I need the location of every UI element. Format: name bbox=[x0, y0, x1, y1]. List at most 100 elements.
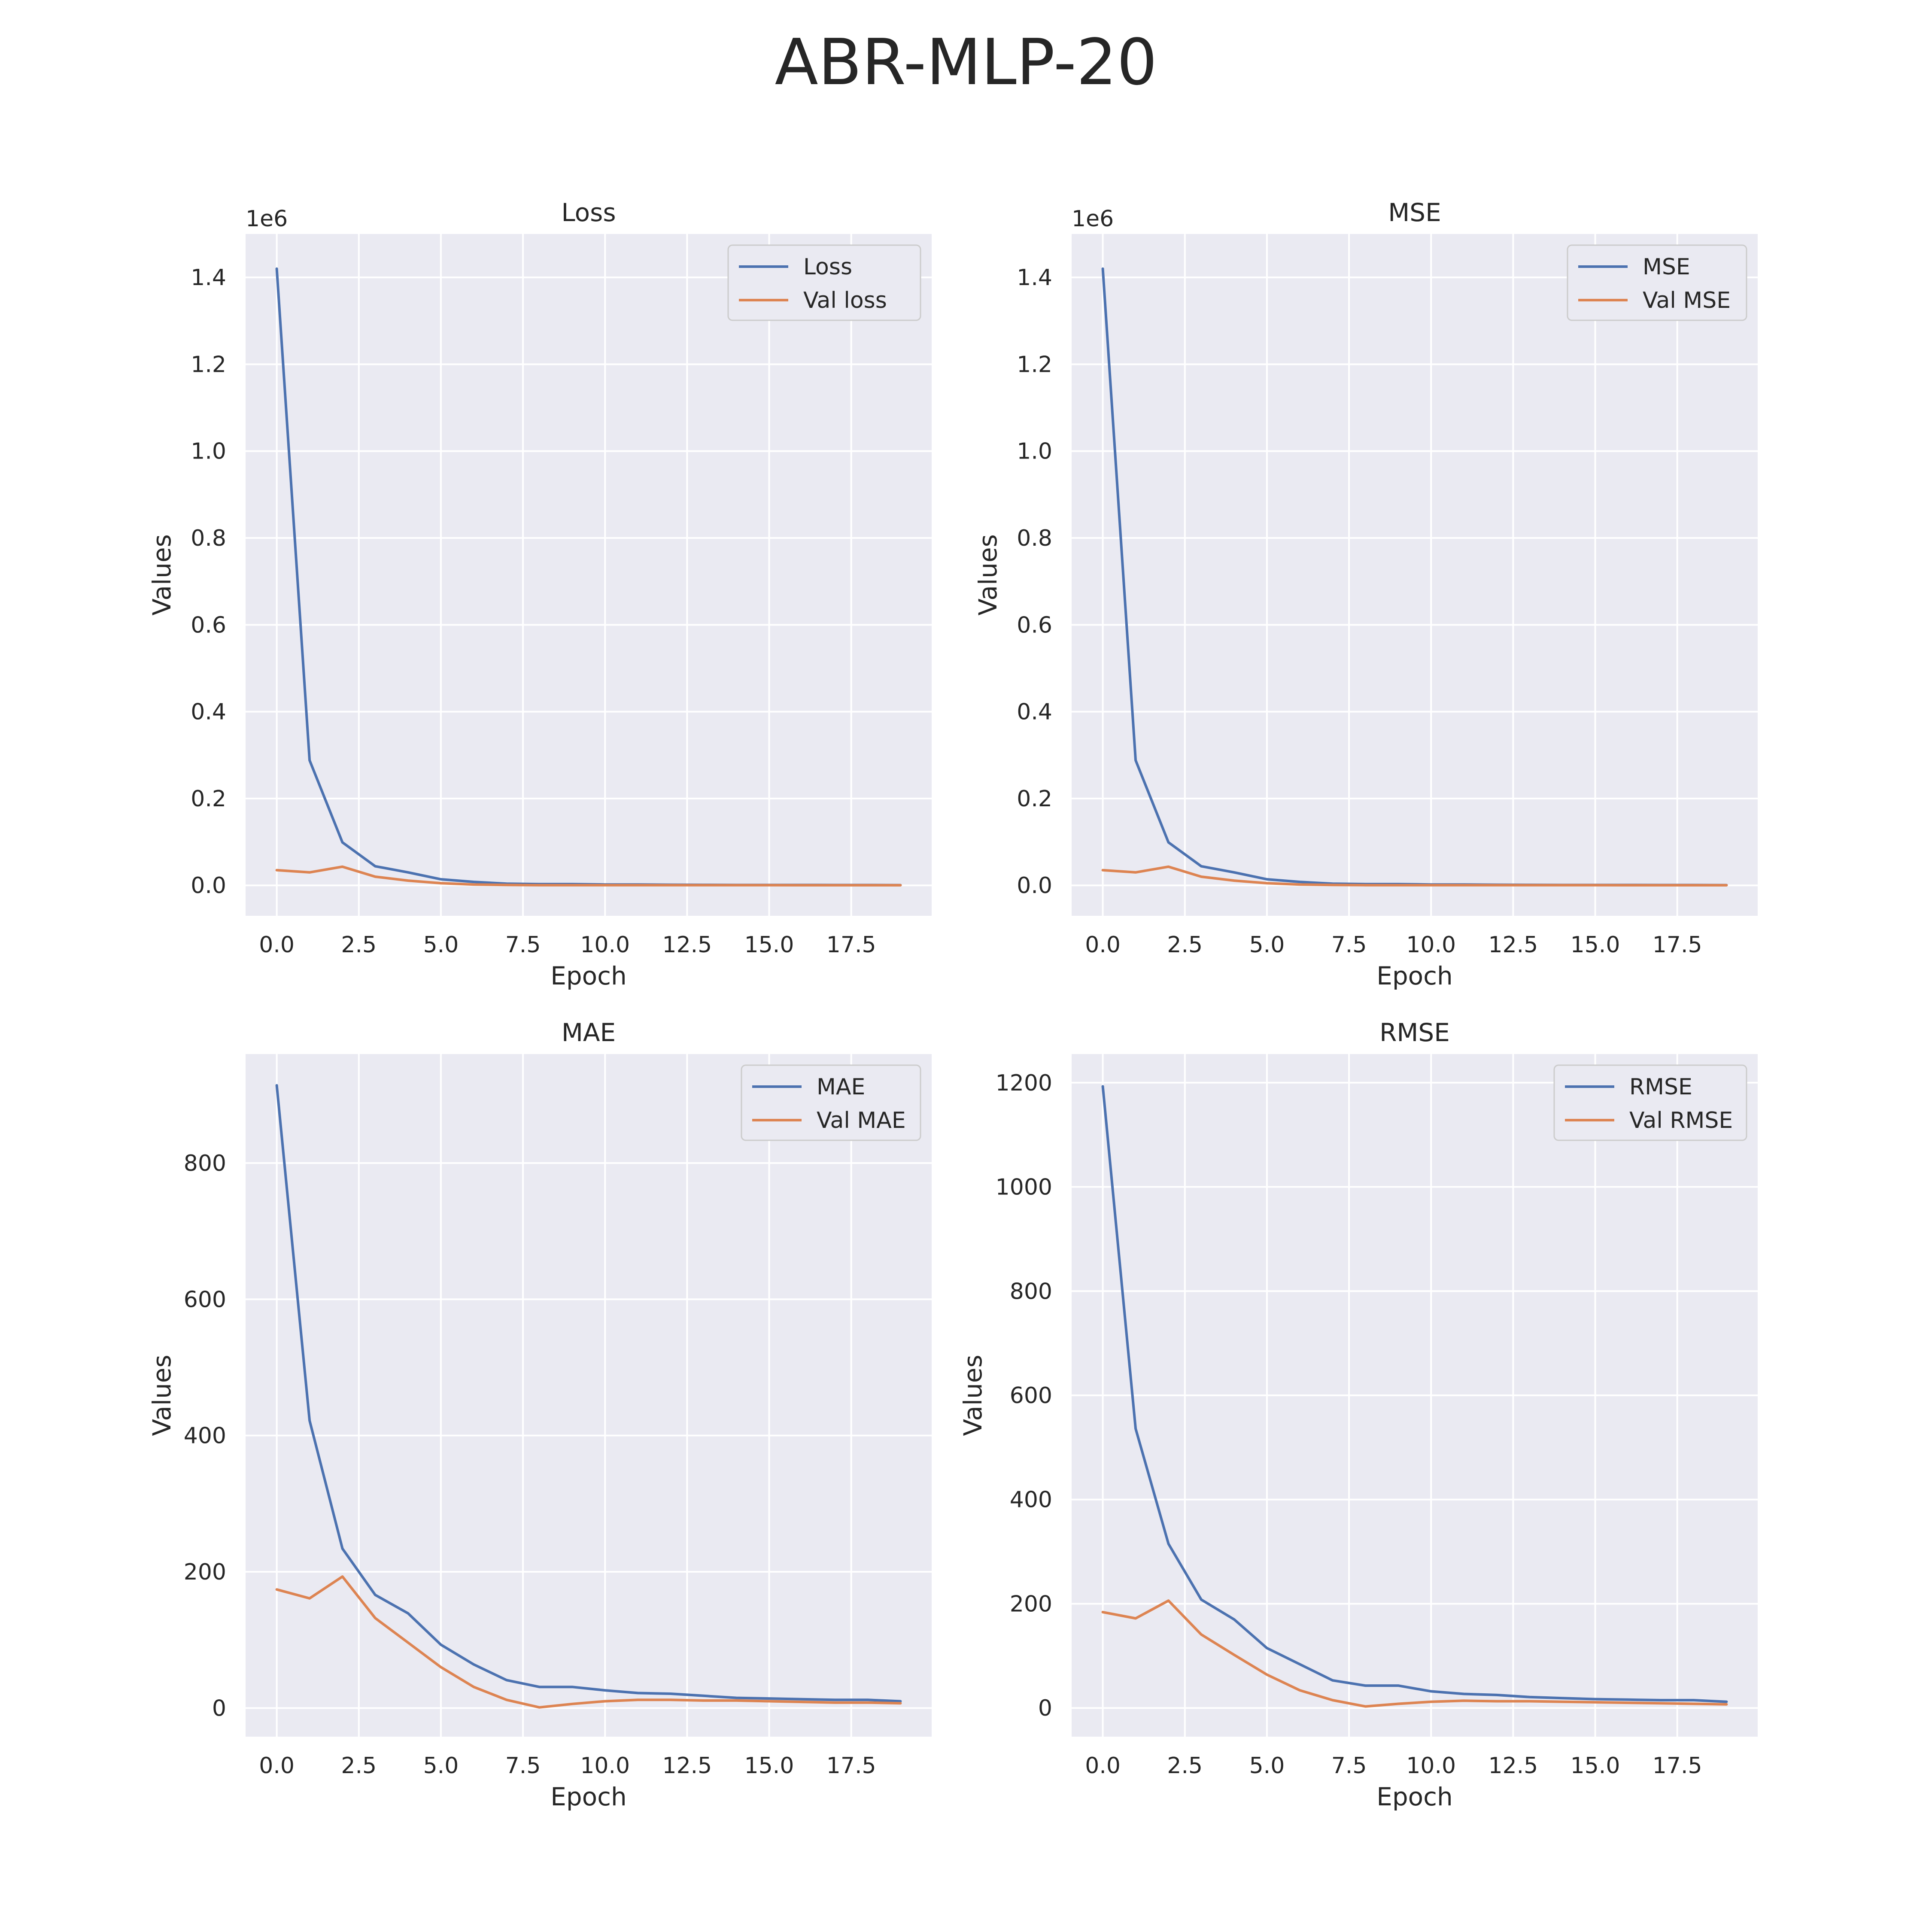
x-tick-label: 0.0 bbox=[259, 1753, 295, 1779]
y-tick-label: 0.6 bbox=[1017, 612, 1052, 638]
y-tick-label: 1.4 bbox=[1017, 265, 1052, 291]
y-tick-label: 0 bbox=[212, 1695, 226, 1721]
y-tick-label: 1.2 bbox=[191, 352, 226, 377]
x-tick-label: 2.5 bbox=[341, 932, 377, 958]
x-tick-label: 0.0 bbox=[1085, 1753, 1121, 1779]
plot-area bbox=[1072, 234, 1758, 916]
chart-panel-mse: 0.0 2.5 5.0 7.5 10.0 12.5 15.0 17.5 0.0 0.2 0.4 0.6… bbox=[973, 198, 1758, 990]
y-tick-label: 0.8 bbox=[1017, 526, 1052, 551]
x-tick-label: 5.0 bbox=[423, 1753, 459, 1779]
series-line-val-mae bbox=[275, 1575, 902, 1709]
axis-offset-label: 1e6 bbox=[246, 206, 288, 232]
series-line-mae bbox=[275, 1084, 902, 1703]
x-axis-label: Epoch bbox=[1376, 1782, 1453, 1811]
plot-area bbox=[246, 1054, 932, 1737]
series-line-val-mse bbox=[1101, 865, 1728, 887]
x-tick-label: 12.5 bbox=[1488, 932, 1538, 958]
x-tick-label: 5.0 bbox=[423, 932, 459, 958]
x-tick-label: 12.5 bbox=[662, 932, 712, 958]
y-axis-label: Values bbox=[973, 534, 1002, 616]
y-tick-label: 800 bbox=[1010, 1279, 1052, 1304]
legend: MAE Val MAE bbox=[741, 1064, 921, 1141]
x-tick-label: 2.5 bbox=[341, 1753, 377, 1779]
y-tick-label: 0 bbox=[1038, 1695, 1052, 1721]
legend-box bbox=[727, 244, 921, 321]
y-tick-label: 1.2 bbox=[1017, 352, 1052, 377]
legend-label: RMSE bbox=[1629, 1074, 1692, 1100]
plot-area bbox=[246, 234, 932, 916]
x-axis-label: Epoch bbox=[1376, 961, 1453, 990]
x-tick-label: 17.5 bbox=[826, 932, 876, 958]
legend-label: Val MSE bbox=[1643, 288, 1731, 313]
y-tick-label: 1200 bbox=[996, 1070, 1052, 1096]
y-tick-label: 0.8 bbox=[191, 526, 226, 551]
y-tick-label: 0.4 bbox=[1017, 699, 1052, 725]
x-tick-label: 15.0 bbox=[744, 932, 794, 958]
x-tick-label: 17.5 bbox=[1653, 932, 1702, 958]
legend-box bbox=[1553, 1064, 1747, 1141]
y-tick-label: 0.2 bbox=[1017, 786, 1052, 812]
x-tick-label: 17.5 bbox=[826, 1753, 876, 1779]
x-tick-label: 7.5 bbox=[1331, 1753, 1367, 1779]
legend: MSE Val MSE bbox=[1567, 244, 1747, 321]
y-tick-label: 0.0 bbox=[1017, 873, 1052, 899]
chart-title: MAE bbox=[562, 1018, 616, 1047]
x-tick-label: 7.5 bbox=[505, 1753, 541, 1779]
y-tick-label: 1000 bbox=[996, 1175, 1052, 1200]
y-tick-label: 1.0 bbox=[1017, 439, 1052, 465]
legend-label: Val loss bbox=[803, 288, 887, 313]
y-tick-label: 600 bbox=[1010, 1383, 1052, 1409]
y-tick-label: 1.4 bbox=[191, 265, 226, 291]
y-tick-label: 800 bbox=[184, 1151, 226, 1176]
x-tick-label: 15.0 bbox=[1571, 932, 1620, 958]
series-line-rmse bbox=[1101, 1085, 1728, 1703]
legend-label: MAE bbox=[817, 1074, 865, 1100]
legend-label: Val MAE bbox=[817, 1108, 906, 1133]
x-axis-label: Epoch bbox=[550, 1782, 627, 1811]
chart-panel-loss: 0.0 2.5 5.0 7.5 10.0 12.5 15.0 17.5 0.0 0.2 0.4 0.6… bbox=[147, 198, 932, 990]
x-tick-label: 10.0 bbox=[580, 1753, 630, 1779]
y-tick-label: 0.6 bbox=[191, 612, 226, 638]
legend-box bbox=[741, 1064, 921, 1141]
x-tick-label: 10.0 bbox=[1406, 932, 1456, 958]
x-tick-label: 12.5 bbox=[1488, 1753, 1538, 1779]
x-tick-label: 2.5 bbox=[1167, 932, 1203, 958]
x-tick-label: 5.0 bbox=[1249, 932, 1285, 958]
legend: RMSE Val RMSE bbox=[1553, 1064, 1747, 1141]
series-line-val-loss bbox=[275, 865, 902, 887]
legend: Loss Val loss bbox=[727, 244, 921, 321]
y-tick-label: 200 bbox=[184, 1559, 226, 1585]
y-tick-label: 0.2 bbox=[191, 786, 226, 812]
x-tick-label: 10.0 bbox=[580, 932, 630, 958]
x-tick-label: 12.5 bbox=[662, 1753, 712, 1779]
x-tick-label: 15.0 bbox=[744, 1753, 794, 1779]
y-tick-label: 400 bbox=[1010, 1487, 1052, 1513]
y-tick-label: 400 bbox=[184, 1423, 226, 1449]
x-tick-label: 7.5 bbox=[1331, 932, 1367, 958]
y-axis-label: Values bbox=[147, 534, 176, 616]
y-tick-label: 200 bbox=[1010, 1591, 1052, 1617]
y-axis-label: Values bbox=[958, 1355, 987, 1436]
axis-offset-label: 1e6 bbox=[1072, 206, 1114, 232]
legend-label: Loss bbox=[803, 254, 852, 280]
x-tick-label: 17.5 bbox=[1653, 1753, 1702, 1779]
y-tick-label: 0.0 bbox=[191, 873, 226, 899]
x-tick-label: 5.0 bbox=[1249, 1753, 1285, 1779]
legend-box bbox=[1567, 244, 1747, 321]
series-line-val-rmse bbox=[1101, 1599, 1728, 1708]
chart-panel-rmse: 0.0 2.5 5.0 7.5 10.0 12.5 15.0 17.5 0 200 400 600 80… bbox=[958, 1018, 1758, 1811]
x-tick-label: 2.5 bbox=[1167, 1753, 1203, 1779]
y-tick-label: 600 bbox=[184, 1287, 226, 1312]
x-tick-label: 15.0 bbox=[1571, 1753, 1620, 1779]
chart-title: Loss bbox=[561, 198, 616, 227]
x-tick-label: 0.0 bbox=[1085, 932, 1121, 958]
x-axis-label: Epoch bbox=[550, 961, 627, 990]
chart-title: RMSE bbox=[1379, 1018, 1450, 1047]
y-tick-label: 1.0 bbox=[191, 439, 226, 465]
x-tick-label: 0.0 bbox=[259, 932, 295, 958]
y-axis-label: Values bbox=[147, 1355, 176, 1436]
legend-label: Val RMSE bbox=[1629, 1108, 1733, 1133]
x-tick-label: 10.0 bbox=[1406, 1753, 1456, 1779]
chart-panel-mae: 0.0 2.5 5.0 7.5 10.0 12.5 15.0 17.5 0 200 400 600 80… bbox=[147, 1018, 932, 1811]
